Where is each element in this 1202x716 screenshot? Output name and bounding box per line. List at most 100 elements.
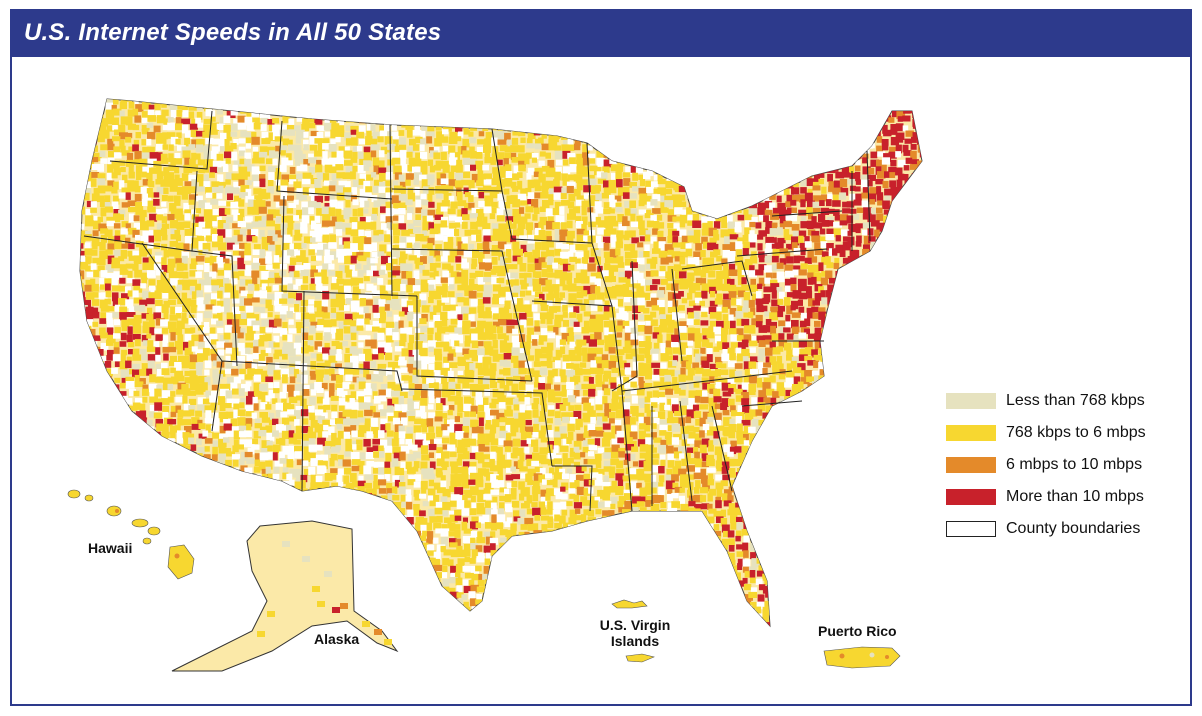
county-cell	[149, 213, 158, 222]
county-cell	[651, 305, 659, 311]
county-cell	[296, 374, 306, 383]
county-cell	[547, 216, 554, 224]
county-cell	[317, 249, 324, 256]
county-cell	[678, 185, 686, 193]
county-cell	[846, 131, 856, 137]
county-cell	[709, 363, 718, 369]
county-cell	[174, 340, 183, 350]
county-cell	[113, 333, 121, 339]
county-cell	[114, 327, 121, 335]
county-cell	[156, 137, 162, 145]
county-cell	[632, 356, 638, 363]
county-cell	[147, 200, 153, 208]
county-cell	[692, 186, 699, 192]
county-cell	[800, 248, 806, 256]
county-cell	[744, 122, 753, 129]
county-cell	[107, 143, 115, 151]
county-cell	[707, 221, 713, 229]
county-cell	[730, 151, 739, 157]
county-cell	[170, 278, 179, 287]
county-cell	[212, 263, 218, 273]
county-cell	[147, 206, 156, 213]
county-cell	[308, 167, 315, 175]
county-cell	[798, 354, 808, 361]
county-cell	[870, 109, 876, 115]
county-cell	[498, 223, 508, 233]
county-cell	[210, 199, 219, 205]
county-cell	[408, 108, 417, 115]
county-cell	[722, 124, 731, 133]
county-cell	[461, 262, 469, 269]
county-cell	[224, 145, 234, 154]
county-cell	[896, 137, 904, 143]
county-cell	[310, 361, 317, 370]
county-cell	[742, 248, 749, 256]
county-cell	[729, 129, 739, 138]
county-cell	[841, 165, 849, 174]
county-cell	[618, 277, 628, 283]
county-cell	[709, 291, 716, 298]
county-cell	[839, 179, 848, 188]
county-cell	[709, 159, 716, 167]
county-cell	[148, 256, 156, 264]
county-cell	[727, 361, 737, 368]
county-cell	[927, 326, 935, 331]
county-cell	[462, 348, 470, 355]
county-cell	[386, 367, 393, 376]
county-cell	[728, 284, 737, 292]
county-cell	[755, 269, 764, 276]
county-cell	[828, 248, 835, 256]
county-cell	[646, 186, 654, 194]
county-cell	[512, 99, 520, 100]
county-cell	[644, 108, 650, 117]
county-cell	[170, 367, 176, 373]
county-cell	[807, 250, 814, 259]
county-cell	[608, 215, 617, 225]
county-cell	[728, 193, 737, 202]
county-cell	[322, 173, 330, 182]
county-cell	[212, 305, 221, 314]
county-cell	[597, 220, 605, 228]
county-cell	[412, 349, 419, 356]
county-cell	[141, 276, 148, 284]
county-cell	[645, 335, 651, 344]
county-cell	[540, 192, 549, 199]
county-cell	[499, 99, 506, 102]
county-cell	[289, 257, 297, 266]
county-cell	[120, 116, 128, 125]
county-cell	[870, 292, 876, 301]
county-cell	[379, 244, 387, 254]
county-cell	[335, 221, 343, 231]
county-cell	[91, 250, 98, 256]
county-cell	[499, 116, 507, 122]
county-cell	[202, 229, 211, 238]
county-cell	[757, 243, 763, 251]
county-cell	[630, 339, 639, 346]
county-cell	[441, 111, 450, 119]
county-cell	[643, 139, 653, 147]
county-cell	[696, 131, 705, 137]
county-cell	[839, 214, 849, 223]
county-cell	[217, 262, 226, 268]
county-cell	[875, 179, 884, 185]
county-cell	[156, 186, 166, 195]
county-cell	[147, 354, 157, 362]
county-cell	[919, 271, 922, 280]
county-cell	[289, 363, 295, 370]
county-cell	[471, 173, 478, 183]
county-cell	[183, 243, 190, 252]
county-cell	[482, 122, 489, 131]
county-cell	[905, 104, 911, 110]
county-cell	[560, 251, 569, 261]
county-cell	[828, 369, 835, 378]
county-cell	[161, 157, 169, 164]
county-cell	[595, 193, 603, 201]
county-cell	[783, 165, 793, 174]
county-cell	[198, 279, 207, 286]
county-cell	[898, 340, 904, 347]
county-cell	[307, 174, 314, 181]
county-cell	[902, 144, 909, 153]
county-cell	[545, 180, 554, 190]
county-cell	[84, 234, 92, 241]
county-cell	[288, 356, 297, 365]
